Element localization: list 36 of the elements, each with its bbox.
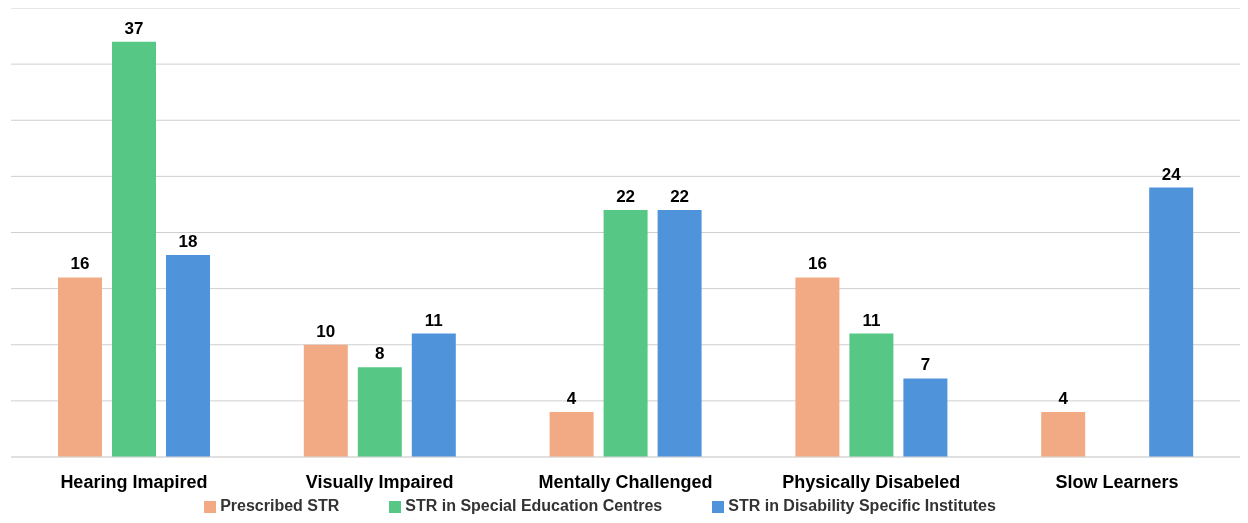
data-label: 18: [178, 231, 198, 251]
data-label: 22: [616, 187, 636, 207]
bar: [357, 367, 402, 457]
legend-label: STR in Special Education Centres: [405, 497, 663, 514]
bar: [549, 412, 594, 457]
bar: [303, 344, 348, 457]
x-tick-label: Slow Learners: [1055, 471, 1179, 492]
legend-label: STR in Disability Specific Institutes: [728, 497, 996, 514]
data-label: 11: [862, 310, 881, 330]
data-label: 37: [124, 18, 144, 38]
bar: [849, 333, 894, 457]
data-label: 10: [316, 321, 336, 341]
x-tick-label: Mentally Challenged: [538, 471, 713, 492]
data-label: 22: [670, 187, 690, 207]
data-label: 24: [1161, 164, 1182, 184]
x-tick-label: Physically Disabeled: [782, 471, 961, 492]
bar: [411, 333, 456, 457]
x-tick-label: Hearing Imapired: [60, 471, 208, 492]
data-label: 7: [920, 355, 931, 375]
bar: [795, 277, 840, 457]
bar: [112, 41, 156, 457]
data-label: 4: [1058, 389, 1069, 409]
bar: [603, 210, 648, 457]
bar: [58, 277, 102, 457]
x-tick-label: Visually Impaired: [305, 471, 454, 492]
bar: [903, 378, 948, 457]
bar: [657, 210, 702, 457]
data-label: 8: [375, 344, 385, 364]
data-label: 16: [807, 254, 827, 274]
bar: [1149, 187, 1194, 457]
data-label: 11: [424, 310, 443, 330]
legend-label: Prescribed STR: [220, 497, 340, 514]
bar: [166, 254, 210, 457]
data-label: 4: [566, 389, 577, 409]
data-label: 16: [70, 254, 90, 274]
bar: [1041, 412, 1086, 457]
